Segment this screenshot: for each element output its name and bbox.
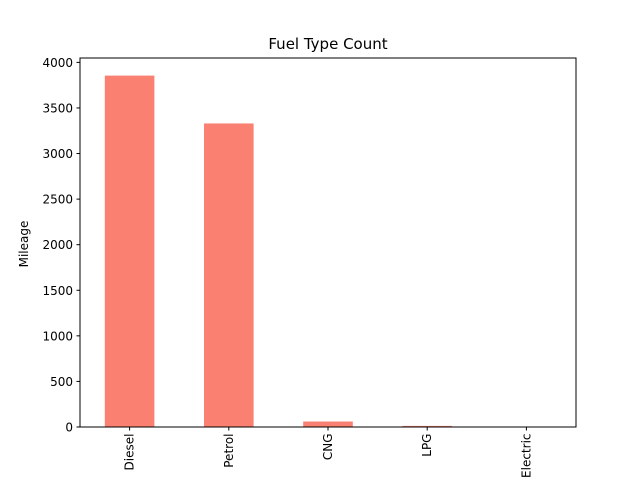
x-tick-label-diesel: Diesel (123, 434, 137, 471)
bar-diesel (104, 75, 155, 427)
bar-petrol (204, 123, 254, 427)
x-tick-label-cng: CNG (321, 434, 335, 461)
y-tick-label-1500: 1500 (42, 284, 73, 298)
y-tick-label-3500: 3500 (42, 101, 73, 115)
y-tick-label-3000: 3000 (42, 147, 73, 161)
y-tick-label-1000: 1000 (42, 329, 73, 343)
y-tick-label-500: 500 (50, 375, 73, 389)
y-tick-label-0: 0 (65, 421, 73, 435)
y-axis-label: Mileage (17, 221, 31, 268)
bars-layer (104, 75, 552, 427)
x-axis: Diesel Petrol CNG LPG Electric (123, 427, 533, 478)
x-tick-label-lpg: LPG (420, 434, 434, 457)
y-tick-label-4000: 4000 (42, 56, 73, 70)
x-tick-label-electric: Electric (519, 434, 533, 478)
y-axis: 0 500 1000 1500 2000 2500 3000 3500 4000 (42, 56, 80, 435)
chart-title: Fuel Type Count (268, 35, 387, 53)
bar-cng (303, 421, 353, 427)
x-tick-label-petrol: Petrol (222, 434, 236, 468)
plot-frame (79, 57, 577, 428)
bar-lpg (402, 425, 452, 427)
y-tick-label-2000: 2000 (42, 238, 73, 252)
y-tick-label-2500: 2500 (42, 193, 73, 207)
